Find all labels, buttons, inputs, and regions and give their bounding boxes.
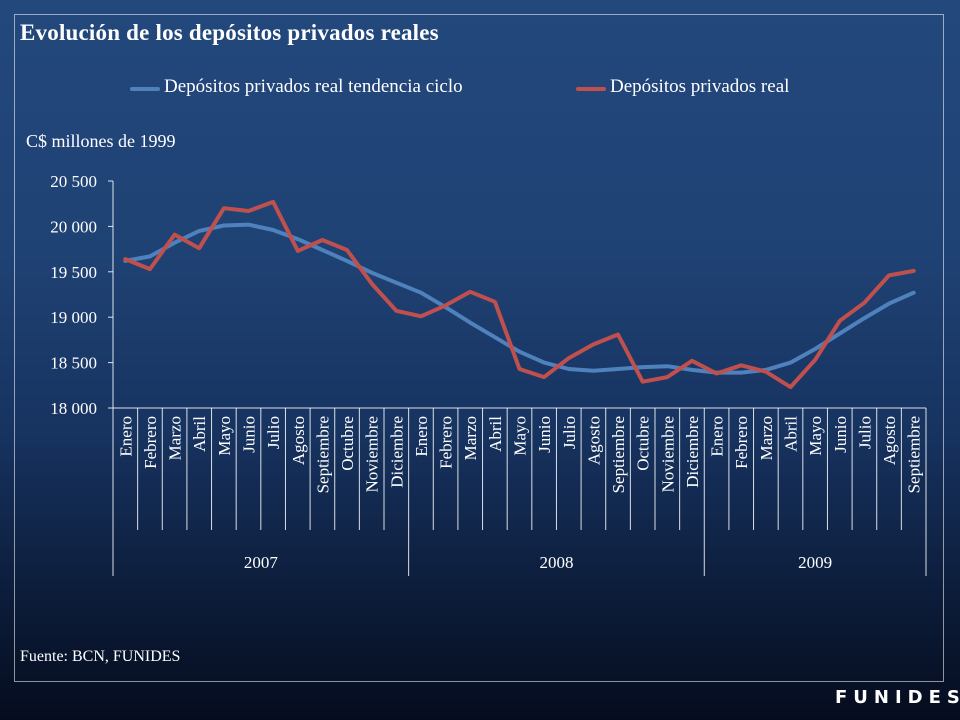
- chart-frame: [14, 14, 944, 682]
- y-tick-label: 20 000: [50, 217, 97, 236]
- x-category-label: Agosto: [880, 416, 899, 465]
- x-group-label: 2007: [244, 553, 279, 572]
- x-category-label: Enero: [116, 416, 135, 457]
- x-category-label: Octubre: [634, 416, 653, 471]
- legend-label-real: Depósitos privados real: [610, 76, 790, 97]
- y-tick-label: 18 500: [50, 354, 97, 373]
- y-tick-label: 19 000: [50, 308, 97, 327]
- x-category-label: Enero: [708, 416, 727, 457]
- x-group-label: 2009: [798, 553, 832, 572]
- x-category-label: Junio: [831, 416, 850, 453]
- series-line-real: [123, 199, 916, 390]
- y-tick-label: 18 000: [50, 399, 97, 418]
- x-category-label: Mayo: [806, 416, 825, 456]
- x-category-label: Febrero: [437, 416, 456, 469]
- legend-swatch-real: [576, 87, 606, 91]
- series-line-trend: [123, 222, 916, 375]
- x-category-label: Julio: [855, 416, 874, 449]
- x-category-label: Abril: [782, 416, 801, 452]
- y-tick-label: 19 500: [50, 263, 97, 282]
- x-category-label: Abril: [190, 416, 209, 452]
- x-group-label: 2008: [539, 553, 573, 572]
- x-category-label: Febrero: [732, 416, 751, 469]
- x-category-label: Junio: [535, 416, 554, 453]
- source-note: Fuente: BCN, FUNIDES: [20, 648, 181, 665]
- x-category-label: Marzo: [461, 416, 480, 460]
- x-category-label: Septiembre: [905, 416, 924, 493]
- x-category-label: Noviembre: [363, 416, 382, 492]
- legend-label-trend: Depósitos privados real tendencia ciclo: [164, 76, 463, 97]
- x-category-label: Febrero: [141, 416, 160, 469]
- x-category-label: Mayo: [511, 416, 530, 456]
- x-category-label: Noviembre: [658, 416, 677, 492]
- x-category-label: Diciembre: [387, 416, 406, 488]
- funides-logo: FUNIDES: [835, 687, 960, 708]
- x-category-label: Abril: [486, 416, 505, 452]
- x-category-label: Julio: [560, 416, 579, 449]
- y-tick-label: 20 500: [50, 172, 97, 191]
- x-category-label: Julio: [264, 416, 283, 449]
- x-category-label: Marzo: [166, 416, 185, 460]
- x-category-label: Agosto: [584, 416, 603, 465]
- x-category-label: Mayo: [215, 416, 234, 456]
- legend-swatch-trend: [130, 87, 160, 91]
- x-category-label: Marzo: [757, 416, 776, 460]
- x-category-label: Septiembre: [609, 416, 628, 493]
- x-category-label: Agosto: [289, 416, 308, 465]
- x-category-label: Octubre: [338, 416, 357, 471]
- x-category-label: Junio: [240, 416, 259, 453]
- x-category-label: Diciembre: [683, 416, 702, 488]
- x-category-label: Enero: [412, 416, 431, 457]
- chart-title: Evolución de los depósitos privados real…: [20, 20, 439, 45]
- x-category-label: Septiembre: [313, 416, 332, 493]
- y-axis-unit-label: C$ millones de 1999: [26, 131, 176, 151]
